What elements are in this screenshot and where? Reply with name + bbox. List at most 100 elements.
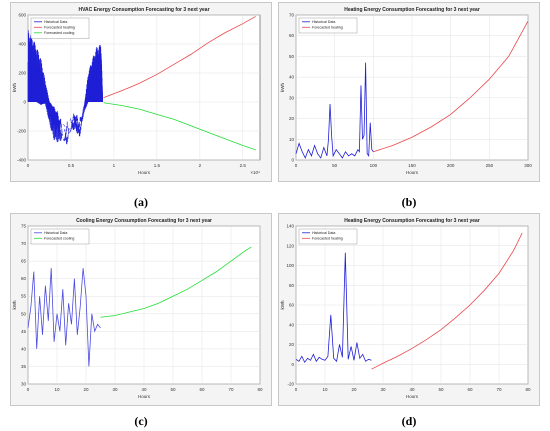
x-axis-label: Hours: [406, 170, 419, 175]
y-tick-label: -20: [287, 382, 294, 387]
y-tick-label: 45: [21, 329, 27, 334]
y-tick-label: 70: [289, 13, 295, 18]
legend-entry: Forecasted heating: [312, 237, 343, 241]
plot-area: [27, 14, 261, 161]
chart-c: 0 10 20 30 40 50 60 70 80 30 35 40 45 50 55 60 65 70 75 Coo…: [10, 213, 272, 406]
legend-box: [298, 17, 358, 34]
legend-box: [30, 228, 90, 245]
legend-entry: Historical Data: [312, 20, 335, 24]
y-tick-label: 40: [289, 322, 295, 327]
series-line-forecasted-heating: [103, 16, 256, 99]
panel-a: 0 0.5 1 1.5 2 2.5 -400 -200 0 200 400 600 HVAC Energ…: [10, 2, 272, 182]
x-tick-label: 20: [351, 387, 357, 392]
x-tick-label: 1.5: [154, 163, 161, 168]
legend-entry: Historical Data: [44, 231, 67, 235]
x-tick-label: 80: [525, 387, 531, 392]
y-tick-label: 70: [21, 241, 27, 246]
x-tick-label: 30: [380, 387, 386, 392]
x-axis-label: Hours: [138, 394, 151, 399]
x-tick-label: 0: [295, 163, 298, 168]
x-tick-label: 60: [199, 387, 205, 392]
y-axis-label: kWh: [12, 83, 17, 92]
legend-box: [30, 17, 90, 39]
y-tick-label: 80: [289, 283, 295, 288]
x-tick-label: 70: [496, 387, 502, 392]
series-line-forecasted-heating: [371, 232, 523, 370]
x-tick-label: 0: [295, 387, 298, 392]
y-tick-label: 50: [21, 311, 27, 316]
x-tick-label: 40: [409, 387, 415, 392]
y-tick-label: 60: [21, 276, 27, 281]
y-tick-label: 40: [289, 75, 295, 80]
x-tick-label: 50: [332, 163, 338, 168]
y-tick-label: 10: [289, 137, 295, 142]
panel-c: 0 10 20 30 40 50 60 70 80 30 35 40 45 50 55 60 65 70 75 Coo…: [10, 213, 272, 406]
x-axis-label: Hours: [138, 170, 151, 175]
chart-title: Cooling Energy Consumption Forecasting f…: [76, 218, 212, 224]
caption-d: (d): [401, 414, 417, 428]
y-tick-label: 100: [286, 263, 294, 268]
x-tick-label: 50: [170, 387, 176, 392]
series-line-historical-data: [27, 268, 101, 367]
x-tick-label: 250: [486, 163, 494, 168]
legend-entry: Forecasted cooling: [44, 31, 74, 35]
series-line-forecasted-cooling: [100, 246, 252, 318]
y-tick-label: 55: [21, 294, 27, 299]
y-axis-label: kWh: [12, 300, 17, 309]
y-tick-label: 35: [21, 364, 27, 369]
y-axis-label: kWh: [280, 83, 285, 92]
x-tick-label: 150: [408, 163, 416, 168]
series-line-historical-data: [295, 252, 372, 364]
y-tick-label: 140: [286, 224, 294, 229]
x-tick-label: 0: [27, 163, 30, 168]
x-tick-label: 10: [322, 387, 328, 392]
y-axis-label: kWh: [280, 300, 285, 309]
y-tick-label: 20: [289, 342, 295, 347]
x-tick-label: 300: [524, 163, 532, 168]
y-tick-label: 0: [23, 100, 26, 105]
panel-b: 0 50 100 150 200 250 300 0 10 20 30 40 50 60 70 Heating…: [278, 2, 540, 182]
y-tick-label: 75: [21, 224, 27, 229]
y-tick-label: 0: [291, 158, 294, 163]
x-tick-label: 100: [370, 163, 378, 168]
x-tick-label: 0: [27, 387, 30, 392]
y-tick-label: -200: [17, 129, 27, 134]
x-tick-label: 2: [199, 163, 202, 168]
series-line-forecasted-cooling: [103, 102, 256, 151]
x-tick-label: 70: [228, 387, 234, 392]
legend: Historical Data Forecasted heating: [298, 228, 358, 245]
x-tick-label: 200: [447, 163, 455, 168]
y-tick-label: 20: [289, 116, 295, 121]
series-historical-bars: [27, 30, 103, 145]
x-axis-label: Hours: [406, 394, 419, 399]
y-tick-label: 30: [21, 382, 27, 387]
x-tick-label: 50: [438, 387, 444, 392]
x-tick-label: 10: [54, 387, 60, 392]
legend: Historical Data Forecasted heatingForecas…: [30, 17, 90, 39]
y-tick-label: 0: [291, 362, 294, 367]
y-tick-label: 30: [289, 95, 295, 100]
x-tick-label: 20: [83, 387, 89, 392]
y-tick-label: 60: [289, 33, 295, 38]
legend: Historical Data Forecasted cooling: [30, 228, 90, 245]
legend-entry: Historical Data: [312, 231, 335, 235]
x-tick-label: 60: [467, 387, 473, 392]
y-tick-label: 600: [18, 13, 26, 18]
legend-entry: Forecasted heating: [312, 26, 343, 30]
chart-a: 0 0.5 1 1.5 2 2.5 -400 -200 0 200 400 600 HVAC Energ…: [10, 2, 272, 182]
y-tick-label: 65: [21, 259, 27, 264]
chart-d: 0 10 20 30 40 50 60 70 80-20020406080100120140He…: [278, 213, 540, 406]
x-tick-label: 0.5: [68, 163, 75, 168]
chart-b: 0 50 100 150 200 250 300 0 10 20 30 40 50 60 70 Heating…: [278, 2, 540, 182]
x-tick-label: 1: [113, 163, 116, 168]
chart-title: HVAC Energy Consumption Forecasting for …: [78, 7, 209, 13]
y-tick-label: 50: [289, 54, 295, 59]
y-tick-label: 120: [286, 243, 294, 248]
legend-entry: Forecasted cooling: [44, 237, 74, 241]
caption-b: (b): [401, 195, 417, 209]
y-tick-label: -400: [17, 158, 27, 163]
series-line-historical-data: [295, 62, 374, 159]
series-line-forecasted-heating: [373, 21, 529, 153]
x-tick-label: 2.5: [240, 163, 247, 168]
y-tick-label: 40: [21, 346, 27, 351]
